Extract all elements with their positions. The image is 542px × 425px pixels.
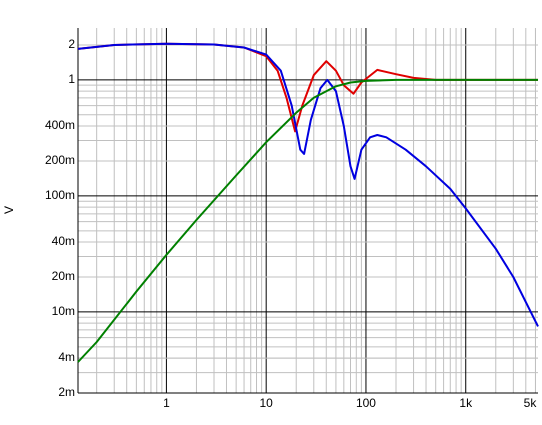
y-tick-label: 400m: [45, 118, 75, 132]
series-line: [77, 78, 538, 363]
y-tick-label: 20m: [52, 269, 75, 283]
x-tick-label: 100: [356, 396, 376, 410]
y-tick-label: 10m: [52, 304, 75, 318]
y-tick-label: 1: [68, 72, 75, 86]
y-tick-label: 100m: [45, 188, 75, 202]
y-axis-label: V: [2, 206, 16, 214]
x-tick-label: 5k: [524, 396, 538, 410]
x-tick-label: 1: [163, 396, 170, 410]
series-line: [77, 42, 539, 327]
y-tick-label: 200m: [45, 153, 75, 167]
series-line: [77, 42, 538, 133]
x-tick-label: 10: [260, 396, 274, 410]
y-tick-label: 40m: [52, 234, 75, 248]
y-tick-label: 2: [68, 37, 75, 51]
x-tick-label: 1k: [459, 396, 473, 410]
y-tick-label: 4m: [58, 350, 75, 364]
y-tick-label: 2m: [58, 385, 75, 399]
